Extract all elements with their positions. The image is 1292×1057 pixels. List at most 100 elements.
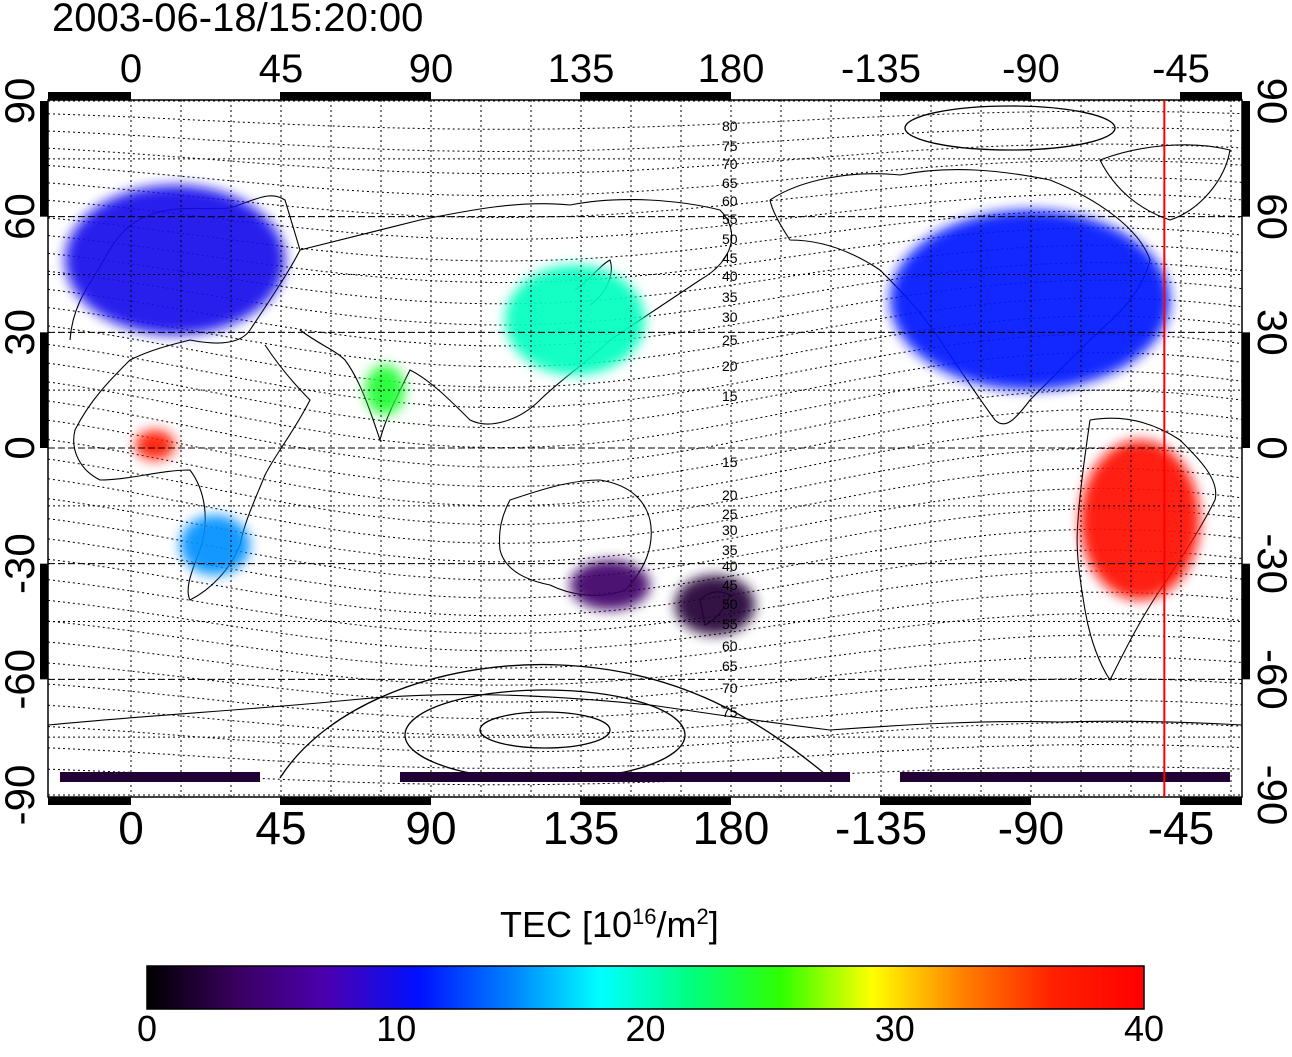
mlat-contour <box>48 408 1242 488</box>
mlat-label-north: 70 <box>722 156 738 172</box>
lon-tick-top: -90 <box>1002 47 1060 91</box>
lon-tick-bottom: 135 <box>543 802 620 854</box>
mlat-label-south: 20 <box>722 487 738 503</box>
lon-tick-bottom: -45 <box>1148 802 1214 854</box>
lat-tick-right: -60 <box>1249 649 1292 710</box>
mlat-label-north: 50 <box>722 231 738 247</box>
tec-band-antarctica-2 <box>400 772 850 782</box>
lon-tick-top: -135 <box>841 47 921 91</box>
colorbar-label: TEC [1016/m2] <box>500 904 719 946</box>
lat-tick-right: 60 <box>1249 193 1292 240</box>
colorbar-tick: 30 <box>874 1008 915 1049</box>
frame-bar-bottom <box>580 797 731 805</box>
mlat-contour <box>48 487 1242 563</box>
colorbar-tick: 20 <box>625 1008 666 1049</box>
lon-tick-bottom: -135 <box>835 802 927 854</box>
map-title-timestamp: 2003-06-18/15:20:00 <box>52 0 424 40</box>
lon-tick-top: 0 <box>120 47 142 91</box>
mlat-contour <box>48 389 1242 468</box>
lon-tick-bottom: 180 <box>693 802 770 854</box>
frame-bar-top <box>580 92 731 100</box>
mlat-contour <box>48 613 1242 669</box>
mlat-label-south: 45 <box>722 577 738 593</box>
frame-bar-bottom <box>880 797 1031 805</box>
colorbar-tick: 10 <box>376 1008 417 1049</box>
mlat-contour <box>48 110 1242 130</box>
lat-tick-left: -60 <box>0 649 43 710</box>
lat-tick-left: 30 <box>0 309 43 356</box>
lat-tick-left: -90 <box>0 765 43 826</box>
lat-ticks-left: 90 60 30 0 -30 -60 -90 <box>0 78 43 826</box>
mlat-contour <box>48 279 1242 347</box>
frame-bar-left <box>40 101 48 217</box>
mlat-contour <box>48 315 1242 388</box>
lat-tick-left: 90 <box>0 78 43 125</box>
tec-band-antarctica-3 <box>900 772 1230 782</box>
tec-patch-west-africa <box>135 430 175 460</box>
mlat-label-north: 45 <box>722 250 738 266</box>
lat-tick-left: 60 <box>0 193 43 240</box>
mlat-label-north: 15 <box>722 388 738 404</box>
frame-tick-bars <box>40 92 1250 805</box>
mlat-contour <box>48 656 1242 703</box>
mlat-label-south: 50 <box>722 596 738 612</box>
mlat-label-north: 75 <box>722 138 738 154</box>
tec-patch-south-africa <box>180 515 250 575</box>
tec-data-layer <box>65 185 1200 635</box>
mlat-label-south: 55 <box>722 616 738 632</box>
magnetic-latitude-labels: 8075706560555045403530252015152025303540… <box>722 118 738 720</box>
colorbar-tick: 0 <box>136 1008 158 1049</box>
colorbar-label-mid: /m <box>656 904 697 945</box>
tec-patch-europe <box>65 185 285 335</box>
mlat-contour <box>48 297 1242 368</box>
colorbar <box>146 965 1145 1010</box>
tec-patch-new-zealand <box>675 575 755 635</box>
lon-tick-top: 180 <box>698 47 765 91</box>
frame-bar-left <box>40 332 48 448</box>
lat-tick-left: -30 <box>0 533 43 594</box>
tec-band-antarctica-1 <box>60 772 260 782</box>
tec-antarctic-bands <box>60 772 1230 782</box>
lon-ticks-bottom: 0 45 90 135 180 -135 -90 -45 <box>118 802 1214 854</box>
lat-tick-right: 30 <box>1249 309 1292 356</box>
mlat-contour <box>48 766 1242 786</box>
lat-lon-grid <box>48 100 1242 797</box>
mlat-label-north: 65 <box>722 175 738 191</box>
frame-bar-top <box>280 92 431 100</box>
lon-ticks-top: 0 45 90 135 180 -135 -90 -45 <box>120 47 1210 91</box>
tec-patch-east-asia <box>505 265 645 375</box>
coast-greenland <box>1099 144 1231 221</box>
colorbar-label-exp2: 2 <box>696 904 709 929</box>
colorbar-label-end: ] <box>708 904 719 945</box>
tec-patch-north-america <box>890 210 1170 390</box>
mlat-label-north: 20 <box>722 358 738 374</box>
lat-tick-left: 0 <box>0 436 43 459</box>
lat-ticks-right: 90 60 30 0 -30 -60 -90 <box>1249 78 1292 826</box>
mlat-label-south: 40 <box>722 558 738 574</box>
magnetic-latitude-contours <box>48 110 1242 786</box>
mlat-contour <box>48 127 1242 152</box>
frame-bar-right <box>1242 101 1250 217</box>
lat-tick-right: 0 <box>1249 436 1292 459</box>
lat-tick-right: -90 <box>1249 765 1292 826</box>
mlat-label-south: 30 <box>722 522 738 538</box>
mlat-contour <box>48 428 1242 507</box>
colorbar-label-exp1: 16 <box>632 904 657 929</box>
lon-tick-bottom: -90 <box>998 802 1064 854</box>
mlat-label-south: 25 <box>722 506 738 522</box>
mlat-label-north: 55 <box>722 211 738 227</box>
mlat-label-south: 35 <box>722 542 738 558</box>
mlat-label-north: 30 <box>722 309 738 325</box>
frame-bar-top <box>880 92 1031 100</box>
frame-bar-bottom <box>280 797 431 805</box>
polar-contour-inner <box>479 711 611 749</box>
mlat-contour <box>48 591 1242 652</box>
tec-patch-south-america <box>1080 440 1200 600</box>
lon-tick-top: 135 <box>548 47 615 91</box>
mlat-label-south: 15 <box>722 454 738 470</box>
mlat-contour <box>48 744 1242 769</box>
lon-tick-bottom: 90 <box>405 802 456 854</box>
lat-tick-right: 90 <box>1249 78 1292 125</box>
mlat-label-south: 75 <box>722 704 738 720</box>
